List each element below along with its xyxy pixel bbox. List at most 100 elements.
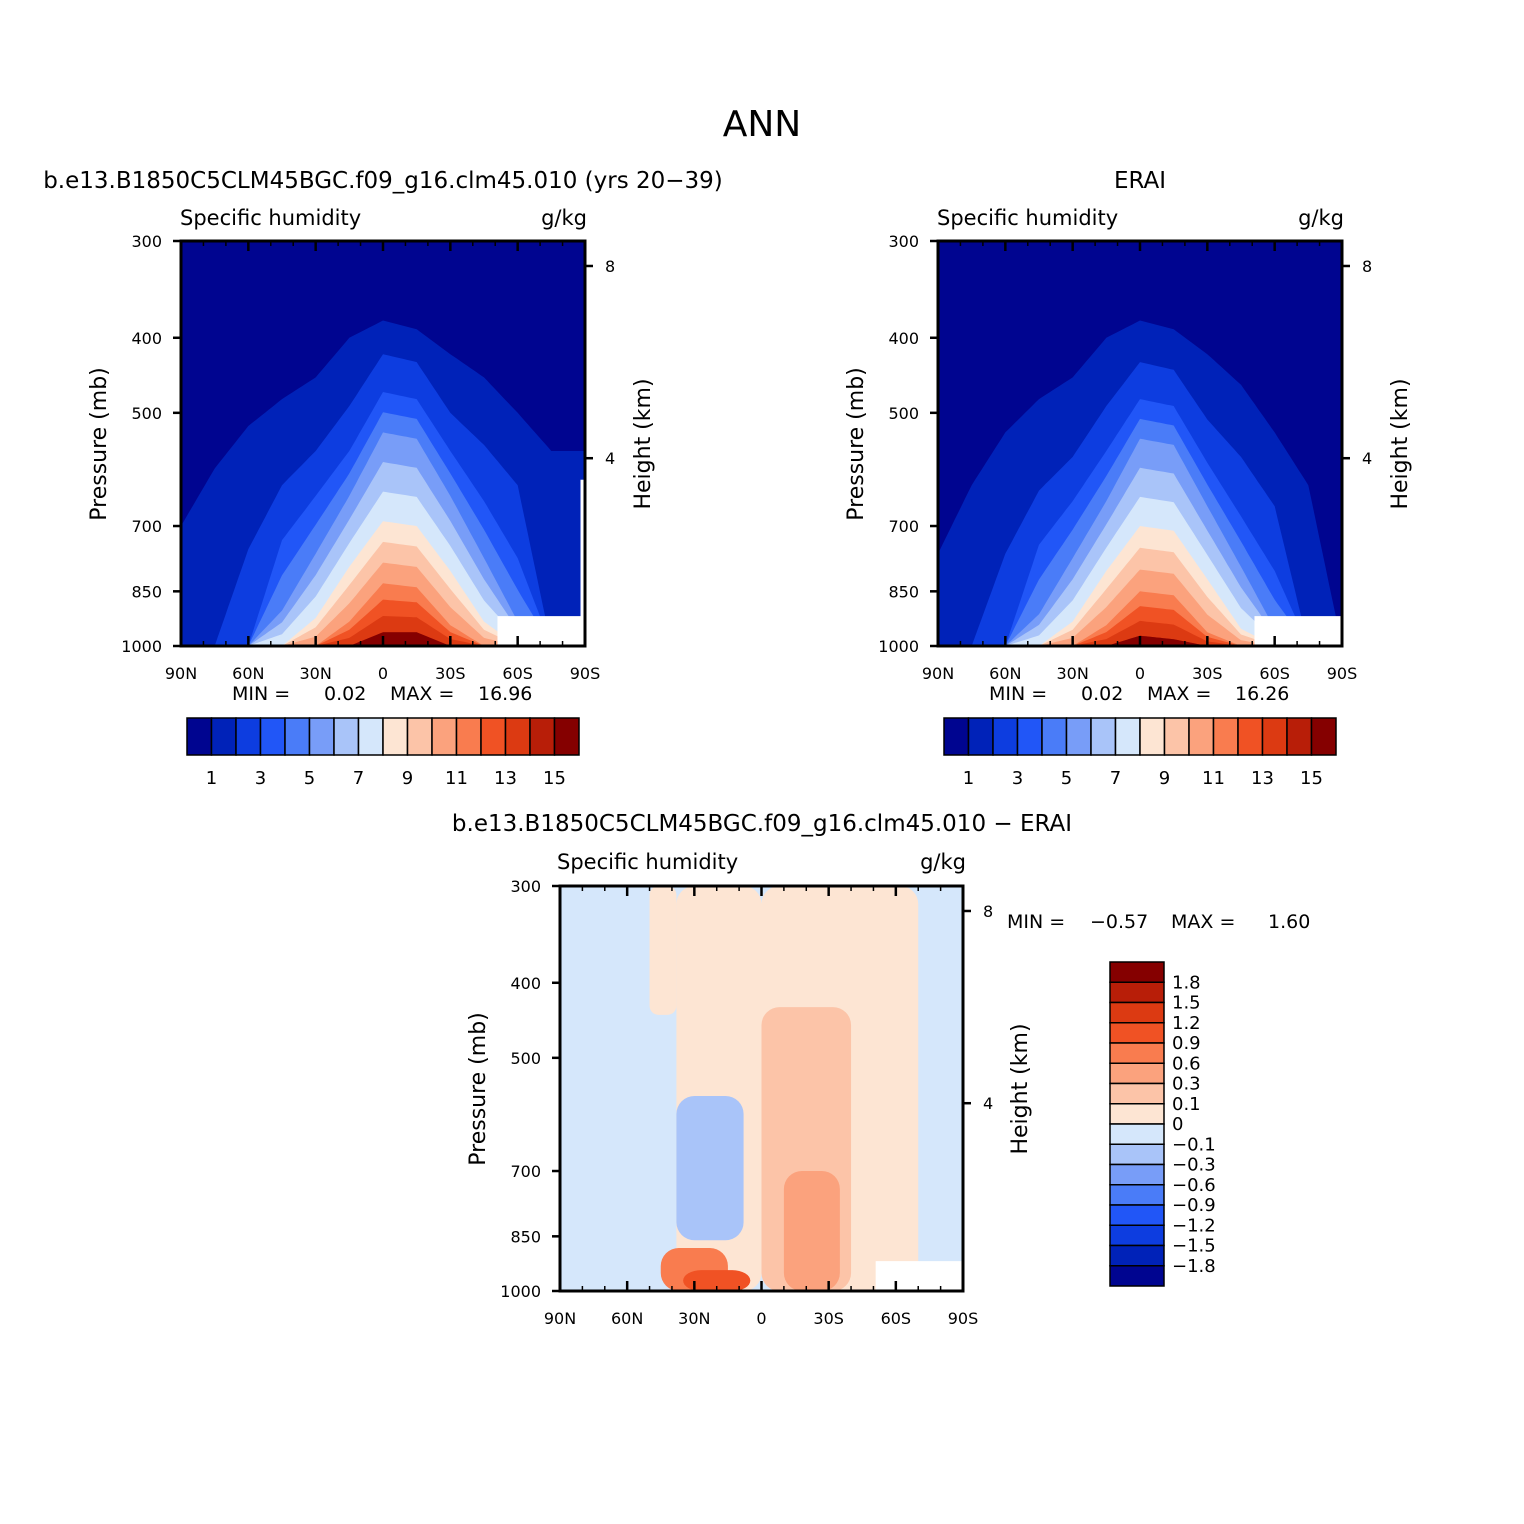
colorbar-swatch bbox=[284, 717, 311, 756]
x-tick-label: 90N bbox=[544, 1309, 576, 1328]
obs-max-label: MAX = bbox=[1147, 683, 1211, 705]
colorbar-swatch bbox=[259, 717, 286, 756]
obs-colorbar: 1 3 5 7 9 11 13 15 bbox=[943, 717, 1337, 789]
colorbar-swatch bbox=[1109, 961, 1165, 983]
obs-units-label: g/kg bbox=[1298, 206, 1344, 230]
colorbar-swatch bbox=[1109, 1042, 1165, 1064]
diff-region-1 bbox=[649, 886, 677, 1015]
x-tick-label: 60S bbox=[1259, 664, 1290, 683]
model-units-label: g/kg bbox=[541, 206, 587, 230]
colorbar-label: −1.2 bbox=[1172, 1215, 1216, 1236]
y-tick-label: 700 bbox=[131, 517, 162, 536]
colorbar-swatch bbox=[406, 717, 433, 756]
missing-data-region bbox=[580, 479, 585, 646]
colorbar-swatch bbox=[1109, 1184, 1165, 1206]
obs-max-value: 16.26 bbox=[1235, 683, 1289, 705]
colorbar-swatch bbox=[1261, 717, 1288, 756]
x-tick-label: 60N bbox=[611, 1309, 643, 1328]
colorbar-label: 1 bbox=[963, 768, 974, 789]
x-tick-label: 60N bbox=[989, 664, 1021, 683]
colorbar-label: 9 bbox=[1159, 768, 1170, 789]
x-tick-label: 30N bbox=[678, 1309, 710, 1328]
colorbar-label: 0 bbox=[1172, 1114, 1183, 1135]
y-tick-label: 700 bbox=[888, 517, 919, 536]
colorbar-swatch bbox=[553, 717, 580, 756]
colorbar-label: 1.8 bbox=[1172, 972, 1201, 993]
diff-region-3 bbox=[676, 1095, 744, 1241]
colorbar-swatch bbox=[1109, 1123, 1165, 1145]
contour-band-13 bbox=[181, 616, 585, 646]
diff-colorbar: 1.81.51.20.90.60.30.10−0.1−0.3−0.6−0.9−1… bbox=[1109, 961, 1216, 1287]
x-tick-label: 90S bbox=[570, 664, 601, 683]
colorbar-label: 11 bbox=[1202, 768, 1225, 789]
colorbar-label: 15 bbox=[1300, 768, 1323, 789]
colorbar-label: −1.5 bbox=[1172, 1236, 1216, 1257]
model-max-label: MAX = bbox=[390, 683, 454, 705]
colorbar-label: 0.3 bbox=[1172, 1074, 1201, 1095]
colorbar-swatch bbox=[1109, 1103, 1165, 1125]
colorbar-swatch bbox=[1109, 1244, 1165, 1267]
colorbar-swatch bbox=[1109, 1204, 1165, 1226]
x-tick-label: 90S bbox=[1327, 664, 1358, 683]
x-tick-label: 60S bbox=[881, 1309, 912, 1328]
y-tick-label: 300 bbox=[510, 877, 541, 896]
diff-ylabel-right: Height (km) bbox=[1008, 1023, 1033, 1154]
x-tick-label: 90N bbox=[922, 664, 954, 683]
obs-min-value: 0.02 bbox=[1081, 683, 1123, 705]
y-tick-label: 850 bbox=[131, 582, 162, 601]
colorbar-label: 5 bbox=[304, 768, 315, 789]
y2-tick-label: 4 bbox=[605, 449, 615, 468]
colorbar-swatch bbox=[1109, 1143, 1165, 1166]
diff-title: b.e13.B1850C5CLM45BGC.f09_g16.clm45.010 … bbox=[452, 811, 1072, 837]
colorbar-swatch bbox=[333, 717, 360, 756]
missing-data-region bbox=[875, 1261, 963, 1291]
colorbar-swatch bbox=[1090, 717, 1117, 756]
diff-min-value: −0.57 bbox=[1090, 911, 1148, 933]
colorbar-label: 11 bbox=[445, 768, 468, 789]
obs-ylabel-left: Pressure (mb) bbox=[844, 367, 869, 521]
colorbar-label: 3 bbox=[255, 768, 266, 789]
colorbar-swatch bbox=[1109, 1062, 1165, 1085]
colorbar-label: 7 bbox=[353, 768, 364, 789]
y-tick-label: 300 bbox=[888, 232, 919, 251]
y-tick-label: 1000 bbox=[500, 1282, 541, 1301]
colorbar-label: −0.1 bbox=[1172, 1134, 1216, 1155]
obs-ylabel-right: Height (km) bbox=[1388, 378, 1413, 509]
colorbar-label: −1.8 bbox=[1172, 1256, 1216, 1277]
colorbar-label: 3 bbox=[1012, 768, 1023, 789]
x-tick-label: 30S bbox=[435, 664, 466, 683]
colorbar-swatch bbox=[1109, 1082, 1165, 1105]
diff-region-0 bbox=[560, 886, 650, 1291]
colorbar-swatch bbox=[992, 717, 1019, 756]
colorbar-swatch bbox=[186, 717, 213, 756]
y-tick-label: 700 bbox=[510, 1162, 541, 1181]
colorbar-label: 13 bbox=[1251, 768, 1274, 789]
page-title: ANN bbox=[723, 104, 802, 145]
colorbar-swatch bbox=[943, 717, 970, 756]
diff-units-label: g/kg bbox=[920, 850, 966, 874]
colorbar-swatch bbox=[1163, 717, 1190, 756]
colorbar-swatch bbox=[1109, 1163, 1165, 1186]
colorbar-label: 5 bbox=[1061, 768, 1072, 789]
y2-tick-label: 8 bbox=[605, 257, 615, 276]
panel-model: b.e13.B1850C5CLM45BGC.f09_g16.clm45.010 … bbox=[43, 168, 723, 789]
colorbar-swatch bbox=[1041, 717, 1068, 756]
model-title: b.e13.B1850C5CLM45BGC.f09_g16.clm45.010 … bbox=[43, 168, 723, 194]
model-min-value: 0.02 bbox=[324, 683, 366, 705]
model-contour-plot bbox=[181, 241, 585, 646]
y-tick-label: 850 bbox=[888, 582, 919, 601]
colorbar-swatch bbox=[1109, 1265, 1165, 1287]
diff-max-value: 1.60 bbox=[1268, 911, 1310, 933]
model-axes: 90N 60N 30N 0 30S 60S 90S 300 400 500 700 850 1000 8 4 bbox=[121, 232, 615, 683]
colorbar-swatch bbox=[431, 717, 458, 756]
y-tick-label: 400 bbox=[131, 329, 162, 348]
y-tick-label: 400 bbox=[888, 329, 919, 348]
x-tick-label: 30S bbox=[1192, 664, 1223, 683]
y-tick-label: 400 bbox=[510, 974, 541, 993]
obs-title: ERAI bbox=[1114, 168, 1166, 194]
x-tick-label: 30N bbox=[1057, 664, 1089, 683]
colorbar-label: −0.3 bbox=[1172, 1155, 1216, 1176]
model-variable-label: Specific humidity bbox=[180, 206, 361, 230]
colorbar-swatch bbox=[480, 717, 507, 756]
diff-region-6 bbox=[783, 1171, 840, 1291]
